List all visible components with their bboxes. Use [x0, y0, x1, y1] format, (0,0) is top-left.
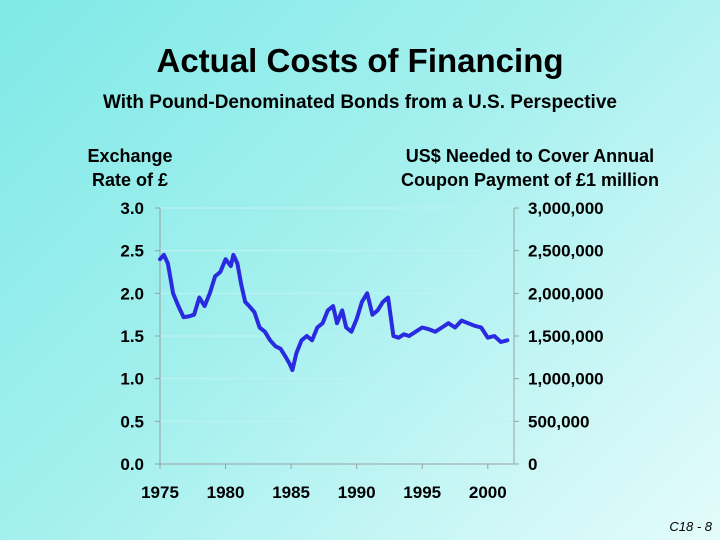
left-axis-label: Exchange Rate of £	[60, 144, 200, 192]
grid-lines	[160, 207, 514, 465]
left-tick-label: 1.5	[120, 327, 144, 346]
x-tick-label: 2000	[469, 483, 507, 502]
right-tick-label: 3,000,000	[528, 199, 604, 218]
right-tick-label: 0	[528, 455, 537, 474]
series-line-0	[158, 252, 510, 373]
x-tick-label: 1995	[403, 483, 441, 502]
x-tick-label: 1980	[207, 483, 245, 502]
left-tick-label: 2.5	[120, 242, 144, 261]
series-layer	[158, 252, 510, 373]
slide-title: Actual Costs of Financing	[156, 42, 564, 79]
ylab-right-line-0: US$ Needed to Cover Annual	[405, 146, 655, 166]
ylab-left-line-1: Rate of £	[91, 170, 169, 190]
left-tick-label: 3.0	[120, 199, 144, 218]
left-tick-label: 0.0	[120, 455, 144, 474]
left-tick-label: 2.0	[120, 284, 144, 303]
ylab-left-line-0: Exchange	[87, 146, 173, 166]
left-tick-label: 0.5	[120, 412, 144, 431]
right-tick-label: 1,500,000	[528, 327, 604, 346]
right-axis-label: US$ Needed to Cover Annual Coupon Payment…	[370, 144, 690, 192]
slide-number: C18 - 8	[669, 519, 712, 534]
x-tick-label: 1985	[272, 483, 310, 502]
slide-subtitle: With Pound-Denominated Bonds from a U.S.…	[103, 92, 617, 113]
ylab-right-line-1: Coupon Payment of £1 million	[400, 170, 660, 190]
right-tick-label: 1,000,000	[528, 370, 604, 389]
x-tick-label: 1990	[338, 483, 376, 502]
right-tick-label: 2,500,000	[528, 242, 604, 261]
right-tick-label: 500,000	[528, 412, 589, 431]
x-tick-label: 1975	[141, 483, 179, 502]
axes	[155, 207, 519, 469]
left-tick-label: 1.0	[120, 370, 144, 389]
right-tick-label: 2,000,000	[528, 284, 604, 303]
tick-labels: 0.0 0 0.5 500,000 1.0 1,000,000 1.5 1,500,000 2.…	[120, 199, 603, 502]
